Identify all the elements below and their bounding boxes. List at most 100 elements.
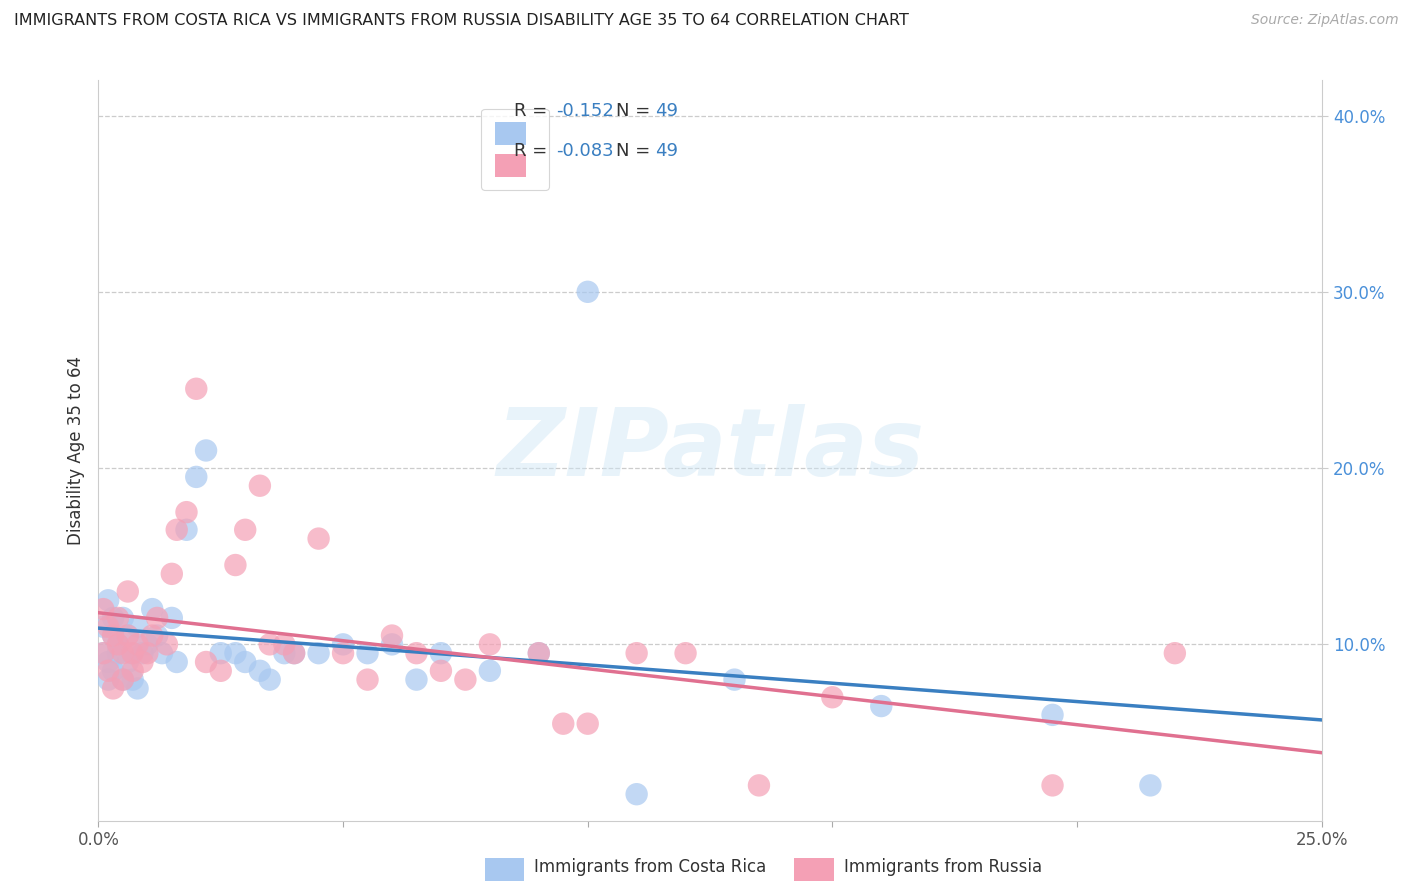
Point [209, 664, 232, 678]
Point [141, 629, 163, 643]
Point [117, 629, 139, 643]
Point [821, 690, 844, 705]
Point [576, 716, 599, 731]
Text: Immigrants from Costa Rica: Immigrants from Costa Rica [534, 858, 766, 876]
Text: 49: 49 [655, 142, 678, 160]
Point [527, 646, 550, 660]
Point [136, 646, 159, 660]
Point [259, 637, 281, 651]
Point [97, 664, 120, 678]
Point [259, 673, 281, 687]
Point [675, 646, 697, 660]
Text: Source: ZipAtlas.com: Source: ZipAtlas.com [1251, 13, 1399, 28]
Point [405, 673, 427, 687]
Text: IMMIGRANTS FROM COSTA RICA VS IMMIGRANTS FROM RUSSIA DISABILITY AGE 35 TO 64 COR: IMMIGRANTS FROM COSTA RICA VS IMMIGRANTS… [14, 13, 908, 29]
Point [127, 681, 149, 696]
Point [160, 566, 183, 581]
Point [121, 646, 143, 660]
Point [97, 620, 120, 634]
Point [160, 611, 183, 625]
Point [224, 558, 246, 572]
Point [91, 646, 114, 660]
Point [91, 620, 114, 634]
Point [131, 655, 153, 669]
Legend: , : , [481, 109, 550, 190]
Point [146, 629, 169, 643]
Point [131, 646, 153, 660]
Point [156, 637, 179, 651]
Point [107, 637, 129, 651]
Point [283, 646, 305, 660]
Point [107, 646, 129, 660]
Text: 49: 49 [655, 102, 678, 120]
Point [1164, 646, 1187, 660]
Point [146, 611, 169, 625]
Point [626, 646, 648, 660]
Point [111, 611, 134, 625]
Point [111, 646, 134, 660]
Point [332, 646, 354, 660]
Point [748, 778, 770, 792]
Point [1139, 778, 1161, 792]
Y-axis label: Disability Age 35 to 64: Disability Age 35 to 64 [66, 356, 84, 545]
Point [478, 637, 501, 651]
Point [117, 584, 139, 599]
Point [141, 602, 163, 616]
Point [381, 637, 404, 651]
Point [127, 637, 149, 651]
Point [273, 637, 295, 651]
Point [356, 646, 378, 660]
Point [233, 523, 256, 537]
Text: N =: N = [616, 102, 655, 120]
Point [870, 699, 893, 714]
Point [186, 470, 208, 484]
Point [91, 646, 114, 660]
Point [111, 673, 134, 687]
Point [176, 523, 198, 537]
Point [117, 629, 139, 643]
Text: ZIPatlas: ZIPatlas [496, 404, 924, 497]
Point [166, 523, 188, 537]
Point [454, 673, 477, 687]
Point [249, 664, 271, 678]
Point [723, 673, 745, 687]
Point [176, 505, 198, 519]
Point [478, 664, 501, 678]
Text: Immigrants from Russia: Immigrants from Russia [844, 858, 1042, 876]
Point [97, 673, 120, 687]
Point [121, 646, 143, 660]
Text: N =: N = [616, 142, 655, 160]
Point [101, 664, 124, 678]
Point [209, 646, 232, 660]
Point [1042, 707, 1064, 722]
Text: -0.152: -0.152 [555, 102, 614, 120]
Point [332, 637, 354, 651]
Point [273, 646, 295, 660]
Point [101, 629, 124, 643]
Point [430, 664, 453, 678]
Point [553, 716, 575, 731]
Point [107, 637, 129, 651]
Point [91, 602, 114, 616]
Point [150, 646, 173, 660]
Point [117, 655, 139, 669]
Text: -0.083: -0.083 [555, 142, 613, 160]
Point [166, 655, 188, 669]
Point [195, 443, 218, 458]
Point [121, 673, 143, 687]
Point [136, 637, 159, 651]
Point [101, 681, 124, 696]
Point [97, 593, 120, 607]
Point [283, 646, 305, 660]
Point [186, 382, 208, 396]
Point [356, 673, 378, 687]
Point [121, 664, 143, 678]
Point [576, 285, 599, 299]
Point [527, 646, 550, 660]
Point [195, 655, 218, 669]
Text: R =: R = [515, 102, 554, 120]
Point [308, 646, 330, 660]
Point [1042, 778, 1064, 792]
Point [97, 655, 120, 669]
Point [381, 629, 404, 643]
